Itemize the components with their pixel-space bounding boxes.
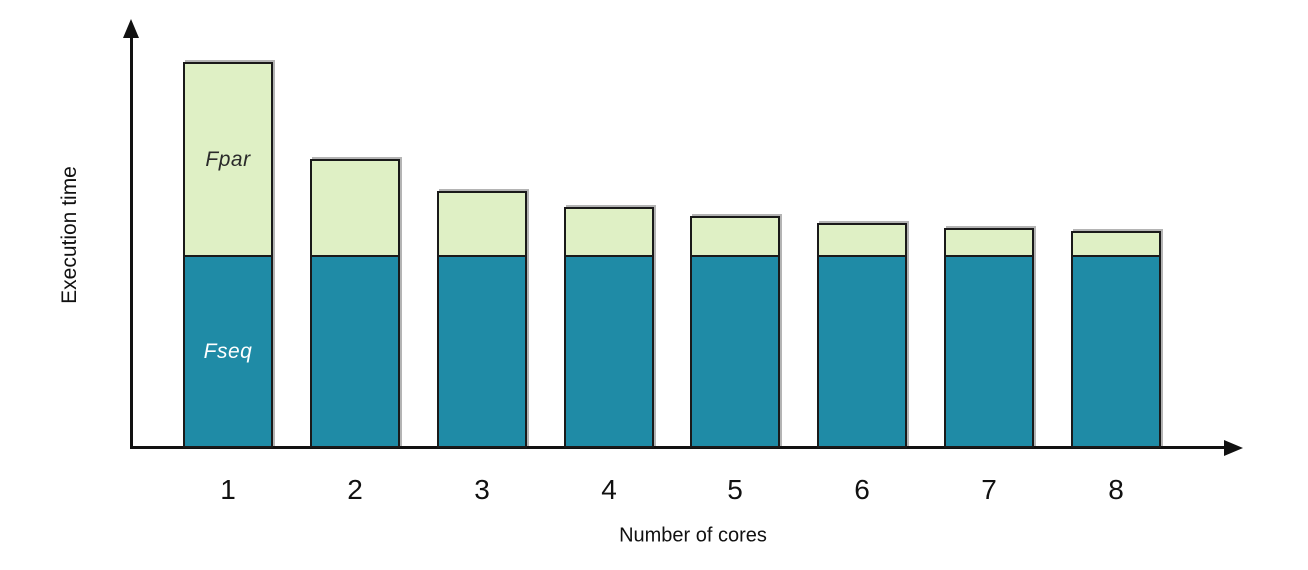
fpar-segment [312, 161, 398, 257]
x-tick-label-2: 2 [347, 474, 363, 505]
x-tick-label-6: 6 [854, 474, 870, 505]
fpar-label: Fpar [205, 147, 251, 171]
fseq-segment [439, 257, 525, 446]
x-tick-label-3: 3 [474, 474, 490, 505]
bar-cores-8 [1071, 231, 1161, 448]
fseq-segment [946, 257, 1032, 446]
x-axis-arrowhead-icon [1224, 440, 1243, 456]
fpar-segment [692, 218, 778, 257]
bar-cores-1: Fpar Fseq [183, 62, 273, 448]
x-tick-label-1: 1 [220, 474, 236, 505]
bar-cores-4 [564, 207, 654, 448]
fpar-segment [1073, 233, 1159, 257]
fseq-segment [1073, 257, 1159, 446]
x-axis-line [130, 446, 1227, 449]
bar-cores-6 [817, 223, 907, 448]
fseq-segment [566, 257, 652, 446]
fseq-segment [819, 257, 905, 446]
x-tick-label-5: 5 [727, 474, 743, 505]
fpar-segment: Fpar [185, 64, 271, 257]
x-tick-label-8: 8 [1108, 474, 1124, 505]
bar-cores-3 [437, 191, 527, 448]
bar-cores-7 [944, 228, 1034, 448]
fseq-label: Fseq [203, 339, 253, 363]
fpar-segment [819, 225, 905, 257]
bar-cores-2 [310, 159, 400, 448]
x-tick-label-7: 7 [981, 474, 997, 505]
y-axis-label: Execution time [58, 166, 81, 304]
fseq-segment: Fseq [185, 257, 271, 446]
fseq-segment [312, 257, 398, 446]
y-axis-arrowhead-icon [123, 19, 139, 38]
fseq-segment [692, 257, 778, 446]
fpar-segment [439, 193, 525, 257]
x-tick-label-4: 4 [601, 474, 617, 505]
x-axis-label: Number of cores [619, 524, 767, 547]
bar-cores-5 [690, 216, 780, 448]
y-axis-line [130, 24, 133, 448]
fpar-segment [946, 230, 1032, 257]
fpar-segment [566, 209, 652, 257]
